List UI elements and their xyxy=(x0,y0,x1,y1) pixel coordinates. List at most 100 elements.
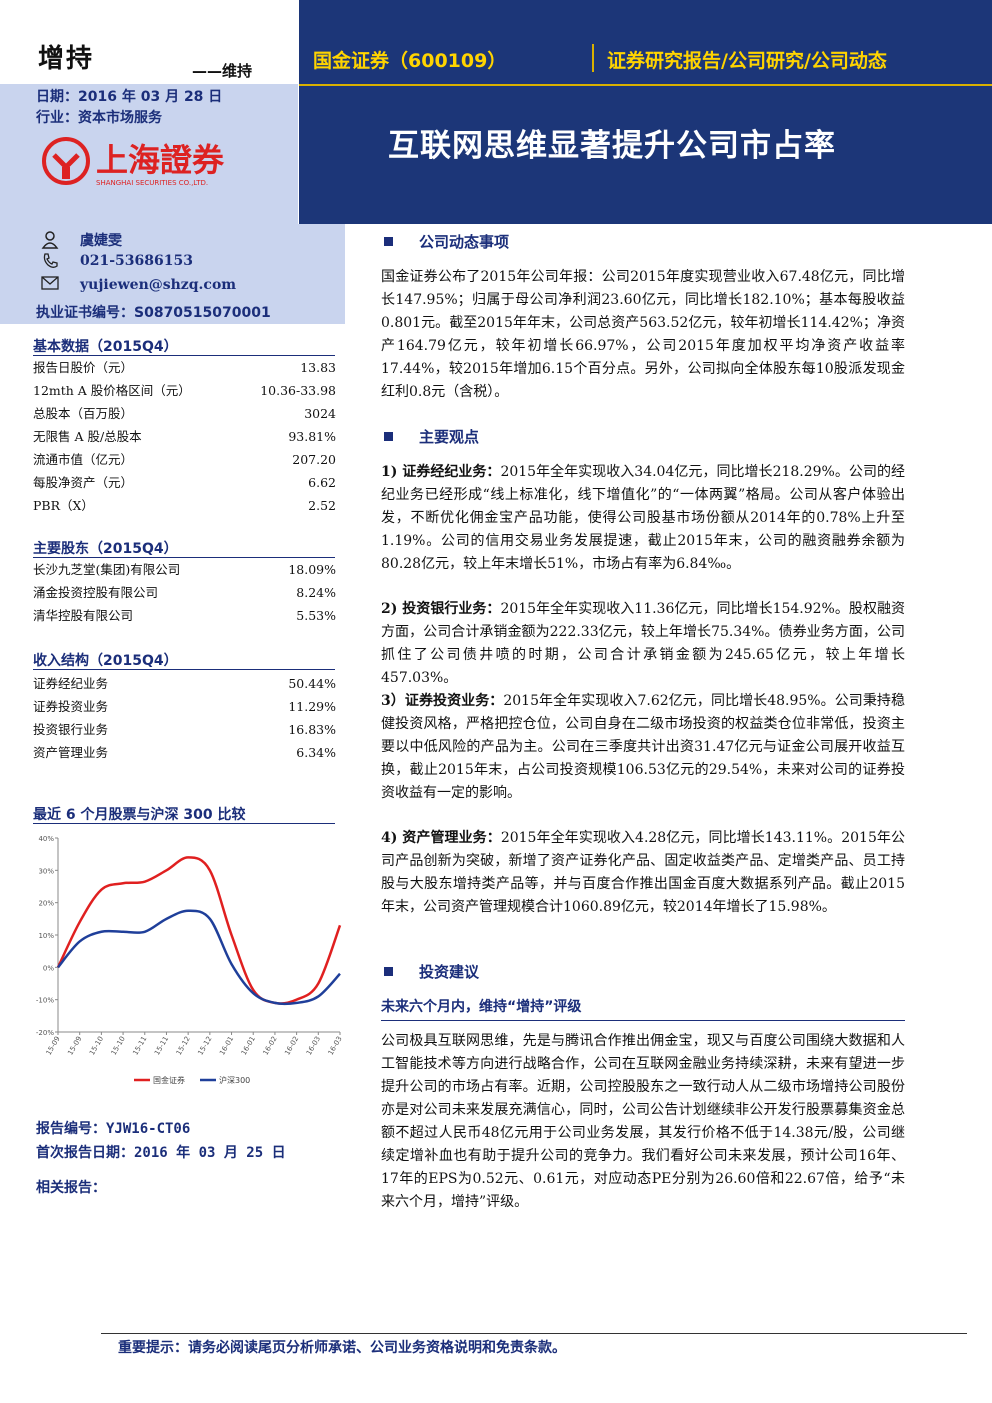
shareholder-label: 清华控股有限公司 xyxy=(33,608,134,623)
income-title: 收入结构（2015Q4） xyxy=(33,653,178,669)
investment-head: 3）证券投资业务： xyxy=(381,693,504,709)
basic-data-row: 12mth A 股价格区间（元） 10.36-33.98 xyxy=(33,379,336,402)
certificate-number: 执业证书编号：S0870515070001 xyxy=(36,305,271,321)
ib-head: 2) 投资银行业务： xyxy=(381,601,501,617)
ib-paragraph: 2) 投资银行业务：2015年全年实现收入11.36亿元，同比增长154.92%… xyxy=(381,598,905,690)
logo-text: 上海證券 xyxy=(96,141,225,179)
y-tick-label: 30% xyxy=(38,867,54,875)
basic-data-value: 6.62 xyxy=(308,475,336,490)
bullet-square-icon xyxy=(384,967,393,976)
income-row: 投资银行业务 16.83% xyxy=(33,718,336,741)
industry: 行业：资本市场服务 xyxy=(36,110,162,126)
section-heading: 主要观点 xyxy=(384,426,479,447)
header-divider xyxy=(592,44,594,72)
advice-paragraph: 公司极具互联网思维，先是与腾讯合作推出佣金宝，现又与百度公司围绕大数据和人工智能… xyxy=(381,1033,905,1210)
basic-data-row: 总股本（百万股） 3024 xyxy=(33,402,336,425)
footer-note: 重要提示：请务必阅读尾页分析师承诺、公司业务资格说明和免责条款。 xyxy=(118,1340,566,1356)
section-rule xyxy=(33,355,335,356)
analyst-name: 虞婕雯 xyxy=(80,233,122,249)
brokerage-text: 2015年全年实现收入34.04亿元，同比增长218.29%。公司的经纪业务已经… xyxy=(381,464,905,572)
brokerage-paragraph: 1) 证券经纪业务：2015年全年实现收入34.04亿元，同比增长218.29%… xyxy=(381,461,905,576)
income-label: 资产管理业务 xyxy=(33,745,109,760)
basic-data-label: PBR（X） xyxy=(33,498,94,513)
x-tick-label: 15-11 xyxy=(153,1035,170,1057)
basic-data-label: 流通市值（亿元） xyxy=(33,452,134,467)
person-icon xyxy=(38,231,62,249)
basic-data-value: 13.83 xyxy=(300,360,336,375)
x-tick-label: 16-01 xyxy=(240,1035,257,1057)
income-value: 50.44% xyxy=(288,676,336,691)
income-label: 投资银行业务 xyxy=(33,722,109,737)
x-tick-label: 16-02 xyxy=(262,1035,279,1057)
rating-advice: 未来六个月内，维持“增持”评级 xyxy=(381,999,582,1015)
series-line-1 xyxy=(57,909,341,1006)
x-tick-label: 15-12 xyxy=(175,1035,192,1057)
y-tick-label: -10% xyxy=(36,997,54,1005)
company-name: 国金证券（600109） xyxy=(313,50,507,72)
price-comparison-chart: 40%30%20%10%0%-10%-20%15-09 15-09 15-10 15-… xyxy=(36,835,342,1085)
shareholders-title: 主要股东（2015Q4） xyxy=(33,541,178,557)
shareholder-row: 涌金投资控股有限公司 8.24% xyxy=(33,581,336,604)
analyst-panel xyxy=(0,224,345,324)
envelope-icon xyxy=(38,276,62,294)
basic-data-row: 无限售 A 股/总股本 93.81% xyxy=(33,425,336,448)
income-label: 证券投资业务 xyxy=(33,699,109,714)
x-tick-label: 16-01 xyxy=(218,1035,235,1057)
analyst-name-row: 虞婕雯 xyxy=(38,230,122,250)
footer-rule xyxy=(101,1333,967,1334)
section-title-advice: 投资建议 xyxy=(419,963,480,981)
x-tick-label: 15-12 xyxy=(196,1035,213,1057)
rating-label: 增持 xyxy=(38,44,95,74)
chart-title: 最近 6 个月股票与沪深 300 比较 xyxy=(33,807,246,823)
y-tick-label: -20% xyxy=(36,1029,54,1037)
shareholder-value: 5.53% xyxy=(296,608,336,623)
x-tick-label: 15-10 xyxy=(88,1035,105,1057)
logo-english: SHANGHAI SECURITIES CO.,LTD. xyxy=(96,179,208,187)
x-tick-label: 16-02 xyxy=(283,1035,300,1057)
shareholder-row: 清华控股有限公司 5.53% xyxy=(33,604,336,627)
series-line-0 xyxy=(56,856,342,1005)
basic-data-value: 207.20 xyxy=(292,452,336,467)
events-paragraph: 国金证券公布了2015年公司年报：公司2015年度实现营业收入67.48亿元，同… xyxy=(381,269,905,400)
basic-data-value: 3024 xyxy=(304,406,336,421)
section-rule xyxy=(381,1020,905,1021)
related-reports: 相关报告： xyxy=(36,1180,106,1196)
brokerage-head: 1) 证券经纪业务： xyxy=(381,464,501,480)
income-row: 资产管理业务 6.34% xyxy=(33,741,336,764)
x-tick-label: 16-03 xyxy=(305,1035,322,1057)
income-label: 证券经纪业务 xyxy=(33,676,109,691)
y-tick-label: 10% xyxy=(38,932,54,940)
report-type: 证券研究报告/公司研究/公司动态 xyxy=(607,50,887,72)
asset-mgmt-paragraph: 4) 资产管理业务：2015年全年实现收入4.28亿元，同比增长143.11%。… xyxy=(381,827,905,919)
first-report-date: 首次报告日期：2016 年 03 月 25 日 xyxy=(36,1145,286,1161)
basic-data-label: 无限售 A 股/总股本 xyxy=(33,429,142,444)
bullet-square-icon xyxy=(384,237,393,246)
analyst-phone-row: 021-53686153 xyxy=(38,252,193,270)
section-heading: 投资建议 xyxy=(384,961,479,982)
analyst-email[interactable]: yujiewen@shzq.com xyxy=(80,277,237,293)
section-title-events: 公司动态事项 xyxy=(419,233,510,251)
income-value: 6.34% xyxy=(296,745,336,760)
bullet-square-icon xyxy=(384,432,393,441)
section-title-views: 主要观点 xyxy=(419,428,480,446)
shareholder-value: 18.09% xyxy=(288,562,336,577)
asset-mgmt-head: 4) 资产管理业务： xyxy=(381,830,501,846)
asset-mgmt-text: 2015年全年实现收入4.28亿元，同比增长143.11%。2015年公司产品创… xyxy=(381,830,905,915)
investment-text: 2015年全年实现收入7.62亿元，同比增长48.95%。公司秉持稳健投资风格，… xyxy=(381,693,905,801)
section-rule xyxy=(33,557,335,558)
y-tick-label: 40% xyxy=(38,835,54,843)
basic-data-row: 每股净资产（元） 6.62 xyxy=(33,471,336,494)
rating-sub-label: ——维持 xyxy=(192,62,253,80)
ib-text: 2015年全年实现收入11.36亿元，同比增长154.92%。股权融资方面，公司… xyxy=(381,601,905,686)
analyst-email-row: yujiewen@shzq.com xyxy=(38,276,236,294)
section-rule xyxy=(33,823,335,824)
basic-data-value: 2.52 xyxy=(308,498,336,513)
report-number: 报告编号：YJW16-CT06 xyxy=(36,1121,191,1137)
basic-data-label: 每股净资产（元） xyxy=(33,475,134,490)
analyst-phone: 021-53686153 xyxy=(80,253,193,269)
legend-label-1: 沪深300 xyxy=(219,1075,250,1085)
legend-label-0: 国金证券 xyxy=(153,1075,185,1085)
basic-data-row: 报告日股价（元） 13.83 xyxy=(33,356,336,379)
section-rule xyxy=(33,669,335,670)
income-value: 16.83% xyxy=(288,722,336,737)
